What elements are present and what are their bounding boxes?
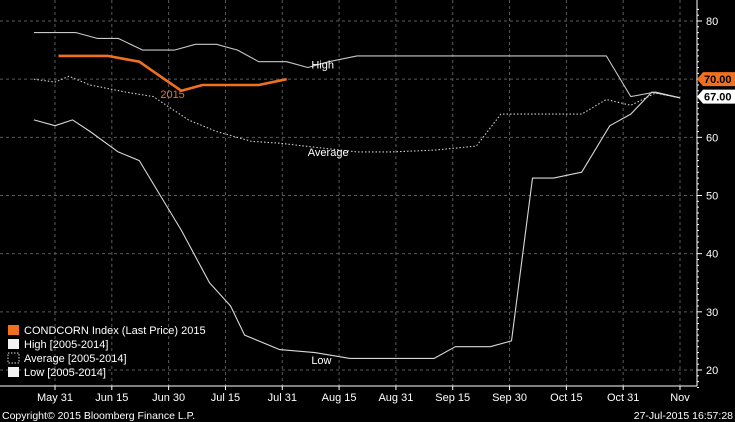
series-line-low [33, 91, 681, 359]
last-value-tag [697, 72, 735, 87]
timestamp-text: 27-Jul-2015 16:57:28 [634, 410, 733, 422]
annotation-high: High [311, 60, 334, 72]
legend-label-low: Low [2005-2014] [24, 367, 106, 379]
y-tick-label: 40 [706, 249, 718, 261]
y-tick-label: 50 [706, 191, 718, 203]
series-annotations: High Average Low 2015 [160, 60, 348, 367]
x-tick-label: Jul 15 [211, 392, 240, 404]
grid-lines [0, 0, 697, 386]
series-line-high [33, 32, 681, 99]
legend-swatch-high [8, 339, 19, 349]
annotation-low: Low [311, 355, 331, 367]
last-value-label: 70.00 [704, 74, 732, 86]
series-lines [33, 32, 681, 359]
x-tick-label: Jul 31 [268, 392, 297, 404]
series-line-condcorn [58, 54, 287, 93]
y-tick-label: 30 [706, 307, 718, 319]
y-tick-label: 20 [706, 365, 718, 377]
x-tick-label: Jun 30 [152, 392, 185, 404]
y-tick-label: 80 [706, 16, 718, 28]
legend-label-avg: Average [2005-2014] [24, 353, 127, 365]
x-tick-label: Aug 15 [322, 392, 357, 404]
legend-swatch-low [8, 367, 19, 377]
legend: CONDCORN Index (Last Price) 2015 High [20… [7, 325, 206, 379]
x-tick-label: Oct 15 [550, 392, 582, 404]
annotation-2015: 2015 [160, 89, 184, 101]
x-tick-label: Nov [670, 392, 690, 404]
last-value-tag [697, 89, 735, 104]
series-line-avg [33, 75, 681, 153]
x-tick-label: Oct 31 [607, 392, 639, 404]
legend-swatch-avg [7, 352, 20, 364]
copyright-text: Copyright© 2015 Bloomberg Finance L.P. [2, 410, 195, 422]
legend-label-high: High [2005-2014] [24, 339, 108, 351]
x-tick-label: May 31 [37, 392, 73, 404]
legend-label-condcorn: CONDCORN Index (Last Price) 2015 [24, 325, 206, 337]
last-value-label: 67.00 [704, 92, 732, 104]
x-tick-label: Jun 15 [95, 392, 128, 404]
x-tick-label: Sep 30 [492, 392, 527, 404]
annotation-average: Average [308, 147, 349, 159]
y-tick-label: 60 [706, 132, 718, 144]
legend-swatch-condcorn [8, 325, 19, 335]
x-tick-label: Aug 31 [378, 392, 413, 404]
x-tick-label: Sep 15 [435, 392, 470, 404]
